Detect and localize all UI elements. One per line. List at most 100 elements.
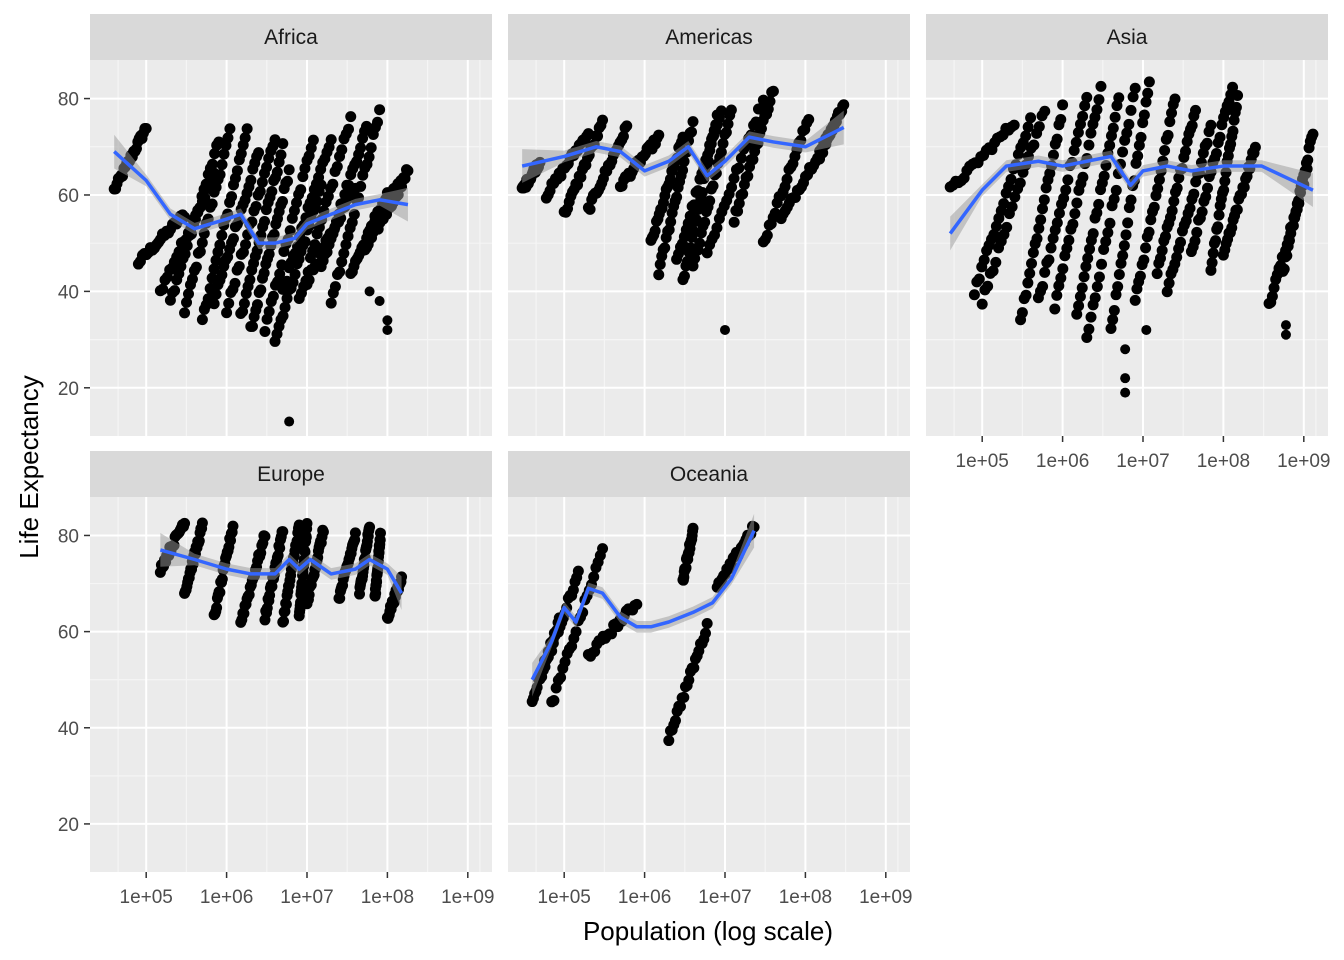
y-tick-label: 20 <box>58 815 79 836</box>
data-point <box>1132 150 1144 162</box>
data-point <box>1076 282 1088 294</box>
data-point <box>300 531 312 543</box>
data-point <box>1105 322 1117 334</box>
data-point <box>686 126 698 138</box>
country-trajectory <box>277 519 305 628</box>
data-point <box>1071 197 1083 209</box>
data-point <box>1087 228 1099 240</box>
data-point <box>1232 90 1244 102</box>
data-point <box>355 142 367 154</box>
y-tick-label: 20 <box>58 379 79 400</box>
data-point <box>1117 146 1129 158</box>
data-point <box>208 263 220 275</box>
data-point <box>728 216 740 228</box>
data-point <box>1093 271 1105 283</box>
data-point <box>402 165 414 177</box>
facet-panels: Africa 20 40 60 80 Americas Asia 1e+05 1e+06 1e+0… <box>58 14 1330 908</box>
y-tick-label: 80 <box>58 90 79 111</box>
data-point <box>1175 236 1187 248</box>
x-tick-label: 1e+07 <box>280 887 333 908</box>
data-point <box>179 307 191 319</box>
data-point <box>653 129 665 141</box>
data-point <box>570 626 582 638</box>
data-point <box>696 187 708 199</box>
facet-strip <box>90 14 492 60</box>
data-point <box>1107 314 1119 326</box>
data-point <box>331 161 343 173</box>
data-point <box>227 520 239 532</box>
x-tick-label: 1e+07 <box>698 887 751 908</box>
data-point <box>1200 191 1212 203</box>
data-point <box>1123 118 1135 130</box>
data-point <box>339 188 351 200</box>
data-point <box>1085 311 1097 323</box>
data-point <box>382 315 393 326</box>
data-point <box>1268 282 1280 294</box>
data-point <box>1207 247 1219 259</box>
data-point <box>1293 198 1305 210</box>
data-point <box>214 586 226 598</box>
smooth-line <box>159 548 404 595</box>
smooth-confidence-band <box>522 110 844 183</box>
data-point <box>140 122 152 134</box>
data-point <box>1171 182 1183 194</box>
data-point <box>259 215 271 227</box>
data-point <box>364 521 376 533</box>
data-point <box>196 314 208 326</box>
data-point <box>345 111 357 123</box>
data-point <box>1166 107 1178 119</box>
data-point <box>231 165 243 177</box>
data-point <box>1134 270 1146 282</box>
y-tick-label: 60 <box>58 623 79 644</box>
data-point <box>1110 184 1122 196</box>
data-point <box>1071 308 1083 320</box>
data-point <box>1108 304 1120 316</box>
x-tick-label: 1e+09 <box>859 887 912 908</box>
data-point <box>726 181 738 193</box>
facet-panel-africa: Africa 20 40 60 80 <box>58 14 492 436</box>
data-point <box>214 169 226 181</box>
data-point <box>241 123 253 135</box>
data-point <box>244 274 256 286</box>
data-point <box>1135 131 1147 143</box>
data-point <box>687 522 699 534</box>
data-point <box>233 260 245 272</box>
data-point <box>1218 184 1230 196</box>
data-point <box>259 325 271 337</box>
data-point <box>1210 148 1222 160</box>
data-point <box>1083 323 1095 335</box>
data-point <box>1162 129 1174 141</box>
data-point <box>1190 104 1202 116</box>
data-point <box>239 132 251 144</box>
data-point <box>292 241 304 253</box>
x-axis-title: Population (log scale) <box>583 916 833 946</box>
data-point <box>1047 232 1059 244</box>
data-point <box>181 240 193 252</box>
data-point <box>1286 220 1298 232</box>
data-point <box>200 178 212 190</box>
data-point <box>1283 233 1295 245</box>
data-point <box>1033 222 1045 234</box>
data-point <box>1082 252 1094 264</box>
data-point <box>1202 182 1214 194</box>
data-point <box>1227 81 1239 93</box>
data-point <box>196 237 208 249</box>
data-point <box>259 531 271 543</box>
data-point <box>606 628 618 640</box>
smooth-confidence-band <box>160 533 402 610</box>
data-point <box>1302 154 1314 166</box>
data-point <box>678 691 690 703</box>
country-trajectory <box>1205 90 1244 276</box>
data-point <box>277 310 289 322</box>
data-point <box>1118 240 1130 252</box>
data-point <box>336 144 348 156</box>
country-trajectory <box>546 543 609 708</box>
data-point <box>280 598 292 610</box>
data-point <box>1014 177 1026 189</box>
country-trajectory <box>1015 99 1069 326</box>
data-point <box>277 526 289 538</box>
data-point <box>1212 221 1224 233</box>
data-point <box>717 138 729 150</box>
data-point <box>303 274 315 286</box>
data-point <box>838 99 850 111</box>
